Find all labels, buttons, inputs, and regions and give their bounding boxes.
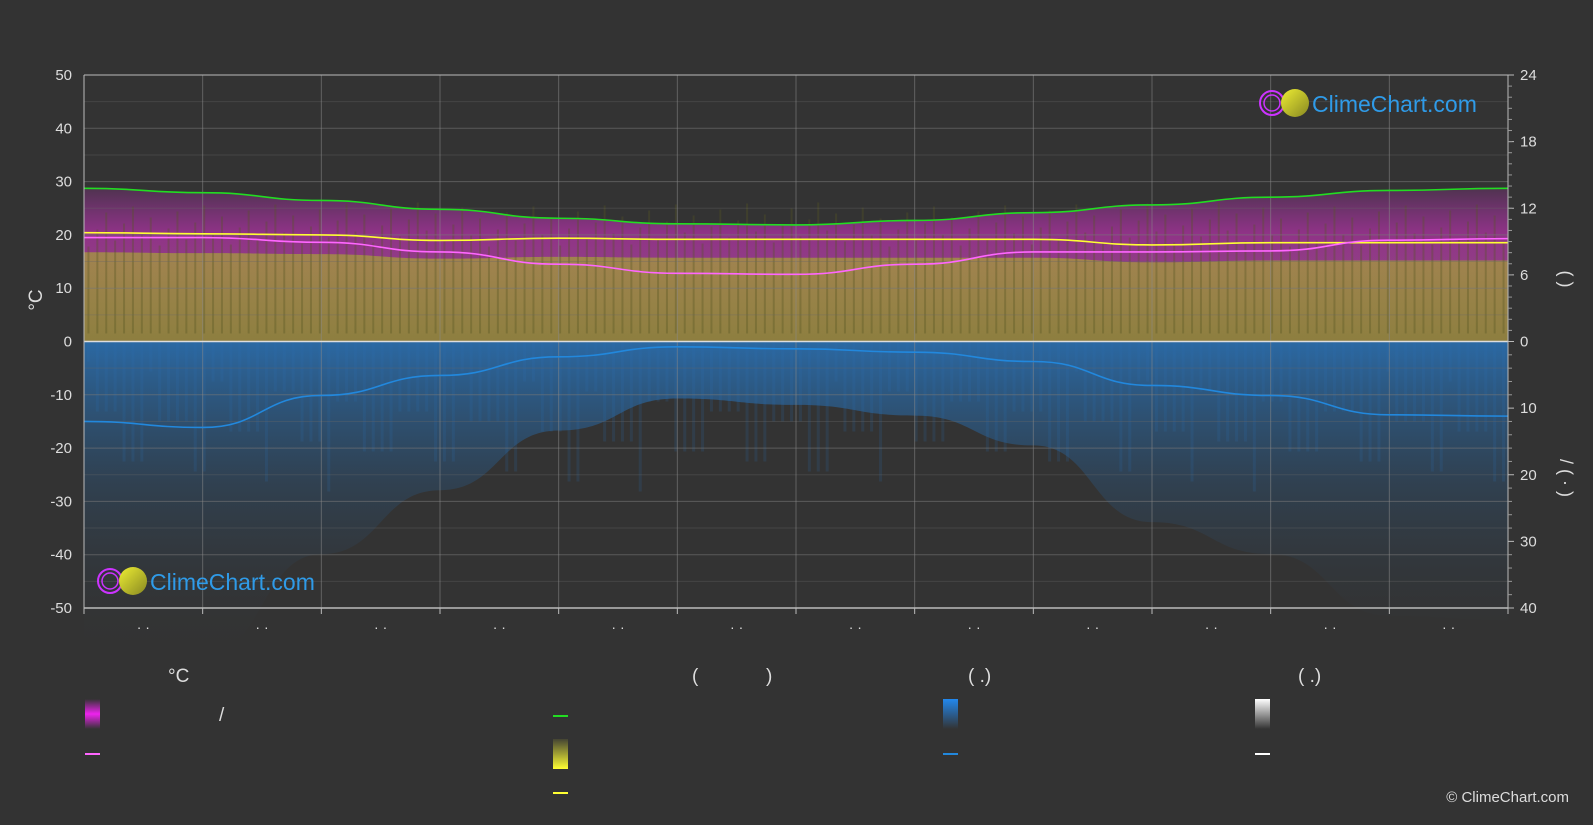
logo-bottom-left: ClimeChart.com	[97, 567, 315, 595]
month-label: · ·	[1442, 619, 1455, 635]
right-top-axis-label: ( )	[1556, 271, 1576, 288]
left-tick-label: -50	[50, 600, 72, 617]
legend-rain-header: ( .)	[968, 666, 991, 687]
logo-top-right: ClimeChart.com	[1259, 89, 1477, 117]
left-tick-label: -30	[50, 493, 72, 510]
month-label: · ·	[374, 619, 387, 635]
legend-snow-line	[1255, 753, 1270, 755]
left-tick-label: -40	[50, 547, 72, 564]
axes: 50 40 30 20 10 0 -10 -20 -30 -40 -50 °C 24 18 12 6 0 10 20…	[26, 67, 1576, 635]
legend-temp-range-sep: /	[219, 705, 225, 726]
legend-daylight-line	[553, 715, 568, 717]
logo-ring-inner-icon	[101, 572, 119, 590]
right-top-tick-label: 0	[1520, 334, 1528, 351]
sunshine-line	[83, 231, 1508, 246]
legend-temp-range-swatch	[85, 699, 100, 729]
legend-sun-header-close: )	[766, 666, 772, 687]
temperature-avg-line	[83, 236, 1509, 276]
right-bottom-tick-label: 20	[1520, 467, 1537, 484]
copyright-text: © ClimeChart.com	[1446, 789, 1569, 806]
series-lines	[83, 187, 1509, 429]
month-label: · ·	[730, 619, 743, 635]
month-label: · ·	[493, 619, 506, 635]
left-tick-label: 40	[55, 120, 72, 137]
month-label: · ·	[255, 619, 268, 635]
logo-text: ClimeChart.com	[1312, 91, 1477, 117]
logo-text: ClimeChart.com	[150, 569, 315, 595]
month-label: · ·	[611, 619, 624, 635]
logo-sun-icon	[1281, 89, 1309, 117]
right-bottom-tick-label: 30	[1520, 533, 1537, 550]
legend-snow-header: ( .)	[1298, 666, 1321, 687]
left-tick-label: -10	[50, 387, 72, 404]
right-top-tick-label: 24	[1520, 67, 1537, 84]
left-axis-label: °C	[26, 289, 47, 310]
right-top-tick-label: 18	[1520, 134, 1537, 151]
legend: °C ( ) ( .) ( .) /	[85, 666, 1321, 794]
left-tick-label: -20	[50, 440, 72, 457]
legend-sunshine-swatch	[553, 739, 568, 769]
right-bottom-tick-label: 40	[1520, 600, 1537, 617]
month-label: · ·	[137, 619, 150, 635]
legend-rain-swatch	[943, 699, 958, 729]
legend-sunshine-line	[553, 792, 568, 794]
left-tick-label: 10	[55, 280, 72, 297]
month-label: · ·	[1323, 619, 1336, 635]
month-label: · ·	[1205, 619, 1218, 635]
logo-ring-inner-icon	[1263, 94, 1281, 112]
right-top-tick-label: 12	[1520, 200, 1537, 217]
daylight-line	[83, 187, 1509, 226]
legend-sun-header-open: (	[692, 666, 699, 687]
legend-rain-line	[943, 753, 958, 755]
right-top-tick-label: 6	[1520, 267, 1528, 284]
month-label: · ·	[849, 619, 862, 635]
legend-snow-swatch	[1255, 699, 1270, 729]
left-tick-label: 0	[64, 334, 72, 351]
month-label: · ·	[967, 619, 980, 635]
left-tick-label: 30	[55, 174, 72, 191]
right-bottom-axis-label: / ( · )	[1556, 459, 1576, 497]
month-label: · ·	[1086, 619, 1099, 635]
legend-temperature-header: °C	[168, 666, 189, 687]
right-bottom-tick-label: 10	[1520, 400, 1537, 417]
legend-temp-avg-line	[85, 753, 100, 755]
precipitation-line	[83, 346, 1509, 429]
left-tick-label: 50	[55, 67, 72, 84]
left-tick-label: 20	[55, 227, 72, 244]
logo-sun-icon	[119, 567, 147, 595]
